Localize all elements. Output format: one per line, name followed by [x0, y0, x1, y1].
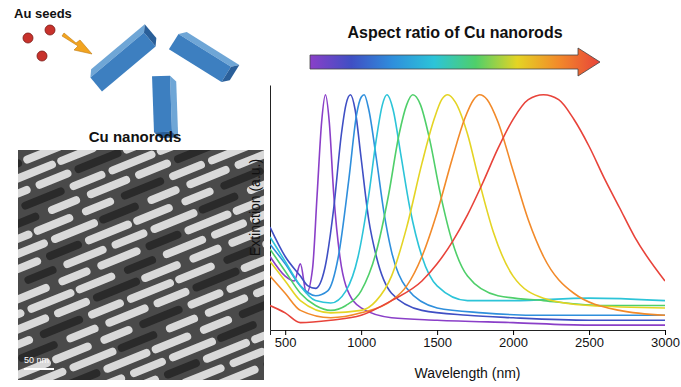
rod-face: [140, 24, 160, 46]
nanorod: [188, 244, 223, 264]
x-tick: 3000: [651, 330, 680, 350]
nanorod-icon: [87, 24, 161, 91]
nanorod: [53, 297, 91, 319]
x-tick: 2500: [575, 330, 604, 350]
schematic: Au seeds: [14, 6, 239, 138]
nanorod: [152, 287, 190, 309]
nanorod: [18, 238, 49, 260]
rod-face: [169, 34, 231, 82]
nanorod: [110, 228, 148, 250]
x-tick: 500: [275, 330, 297, 350]
x-tick-label: 1500: [423, 335, 452, 350]
tem-background: [18, 150, 264, 380]
rod-face: [90, 33, 155, 92]
tem-image: [18, 150, 264, 380]
x-tick: 1500: [423, 330, 452, 350]
figure: Au seeds Cu nanorods 50 nm Aspect ratio of …: [0, 0, 681, 387]
spectrum-line: [270, 95, 665, 325]
au-seed: [37, 51, 47, 61]
nanorod: [65, 323, 100, 343]
au-seed: [45, 25, 55, 35]
x-tick-label: 2000: [499, 335, 528, 350]
spectrum-line: [270, 95, 665, 311]
spectrum-line: [270, 95, 665, 303]
rod-face: [222, 62, 240, 86]
nanorod: [165, 313, 200, 333]
spectrum-line: [270, 95, 665, 323]
y-axis-line: [270, 86, 271, 331]
x-axis-line: [271, 331, 666, 336]
nanorod-icon: [169, 29, 239, 85]
scale-bar: [24, 368, 54, 370]
nanorod: [228, 347, 264, 369]
x-tick-label: 2500: [575, 335, 604, 350]
nanorod: [115, 375, 161, 380]
au-seed: [23, 33, 33, 43]
nanorod: [129, 357, 167, 379]
rod-face: [152, 76, 172, 133]
x-axis: 500 1000 1500 2000 2500 3000: [271, 330, 680, 350]
nanorod: [252, 277, 264, 299]
aspect-arrow: [310, 48, 600, 76]
nanorod: [238, 295, 264, 320]
spectrum-line: [270, 95, 665, 320]
nanorod: [250, 321, 264, 344]
seed-label: Au seeds: [14, 6, 72, 21]
nanorod: [81, 373, 127, 380]
nanorod: [146, 185, 181, 205]
nanorod: [262, 348, 264, 370]
nanorod: [180, 363, 226, 380]
nanorod: [63, 368, 101, 380]
nanorod: [34, 168, 72, 190]
x-tick-label: 1000: [347, 335, 376, 350]
spectrum-line: [270, 95, 665, 313]
y-axis: [270, 86, 271, 331]
x-tick: 1000: [347, 330, 376, 350]
x-tick: 2000: [499, 330, 528, 350]
plot-area: [270, 95, 665, 325]
x-axis-title: Wavelength (nm): [414, 365, 520, 381]
image-title: Cu nanorods: [89, 128, 182, 145]
x-tick-label: 500: [275, 335, 297, 350]
arrow-label: Aspect ratio of Cu nanorods: [347, 24, 562, 41]
x-tick-label: 3000: [651, 335, 680, 350]
nanorod: [47, 195, 82, 215]
spectrum-line: [270, 95, 665, 315]
nanorod: [134, 158, 172, 180]
nanorod: [214, 364, 260, 380]
nanorod: [23, 265, 58, 285]
y-axis-title: Extinction (a.u.): [247, 159, 263, 256]
spectrum-line: [270, 95, 665, 318]
seed-arrow: [62, 33, 92, 54]
scale-bar-label: 50 nm: [24, 355, 49, 365]
